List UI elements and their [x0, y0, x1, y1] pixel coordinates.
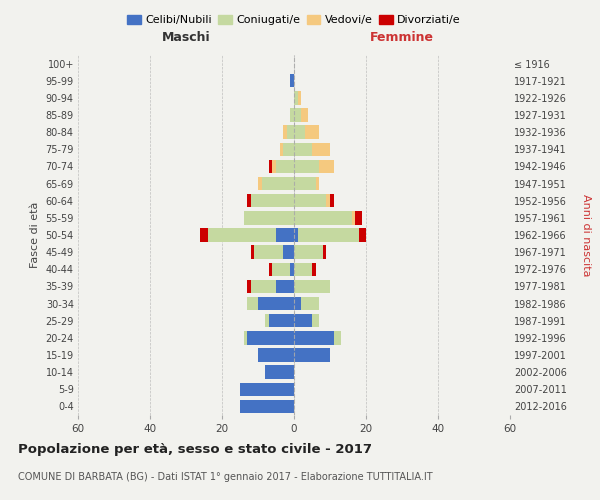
Bar: [330, 194, 334, 207]
Bar: [294, 280, 330, 293]
Bar: [251, 246, 254, 259]
Bar: [334, 331, 341, 344]
Bar: [294, 262, 312, 276]
Bar: [258, 348, 294, 362]
Bar: [269, 262, 272, 276]
Bar: [283, 142, 294, 156]
Bar: [290, 108, 294, 122]
Bar: [312, 142, 330, 156]
Bar: [251, 280, 276, 293]
Bar: [294, 348, 330, 362]
Bar: [240, 400, 294, 413]
Bar: [301, 297, 319, 310]
Bar: [244, 211, 294, 224]
Bar: [312, 262, 316, 276]
Bar: [305, 126, 319, 139]
Bar: [265, 314, 269, 328]
Bar: [247, 194, 251, 207]
Bar: [283, 126, 287, 139]
Bar: [294, 194, 326, 207]
Bar: [276, 280, 294, 293]
Bar: [294, 160, 319, 173]
Bar: [352, 211, 355, 224]
Bar: [294, 297, 301, 310]
Bar: [294, 246, 323, 259]
Bar: [294, 314, 312, 328]
Bar: [319, 160, 334, 173]
Bar: [251, 194, 294, 207]
Bar: [247, 297, 258, 310]
Bar: [287, 126, 294, 139]
Bar: [247, 331, 294, 344]
Y-axis label: Anni di nascita: Anni di nascita: [581, 194, 591, 276]
Bar: [298, 228, 359, 241]
Bar: [290, 262, 294, 276]
Bar: [244, 331, 247, 344]
Bar: [280, 142, 283, 156]
Bar: [294, 331, 334, 344]
Bar: [312, 314, 319, 328]
Bar: [294, 126, 305, 139]
Bar: [326, 194, 330, 207]
Bar: [276, 228, 294, 241]
Text: COMUNE DI BARBATA (BG) - Dati ISTAT 1° gennaio 2017 - Elaborazione TUTTITALIA.IT: COMUNE DI BARBATA (BG) - Dati ISTAT 1° g…: [18, 472, 433, 482]
Bar: [276, 160, 294, 173]
Bar: [359, 228, 366, 241]
Bar: [301, 108, 308, 122]
Bar: [294, 91, 298, 104]
Bar: [240, 382, 294, 396]
Bar: [254, 246, 283, 259]
Bar: [294, 108, 301, 122]
Bar: [355, 211, 362, 224]
Bar: [258, 177, 262, 190]
Bar: [316, 177, 319, 190]
Bar: [262, 177, 294, 190]
Bar: [323, 246, 326, 259]
Bar: [294, 177, 316, 190]
Text: Femmine: Femmine: [370, 31, 434, 44]
Bar: [200, 228, 208, 241]
Text: Popolazione per età, sesso e stato civile - 2017: Popolazione per età, sesso e stato civil…: [18, 442, 372, 456]
Bar: [272, 160, 276, 173]
Y-axis label: Fasce di età: Fasce di età: [30, 202, 40, 268]
Bar: [290, 74, 294, 88]
Bar: [269, 160, 272, 173]
Legend: Celibi/Nubili, Coniugati/e, Vedovi/e, Divorziati/e: Celibi/Nubili, Coniugati/e, Vedovi/e, Di…: [123, 10, 465, 29]
Bar: [247, 280, 251, 293]
Bar: [283, 246, 294, 259]
Bar: [258, 297, 294, 310]
Bar: [294, 211, 352, 224]
Bar: [294, 228, 298, 241]
Bar: [208, 228, 276, 241]
Bar: [272, 262, 290, 276]
Bar: [265, 366, 294, 379]
Bar: [294, 142, 312, 156]
Bar: [269, 314, 294, 328]
Bar: [298, 91, 301, 104]
Text: Maschi: Maschi: [161, 31, 211, 44]
